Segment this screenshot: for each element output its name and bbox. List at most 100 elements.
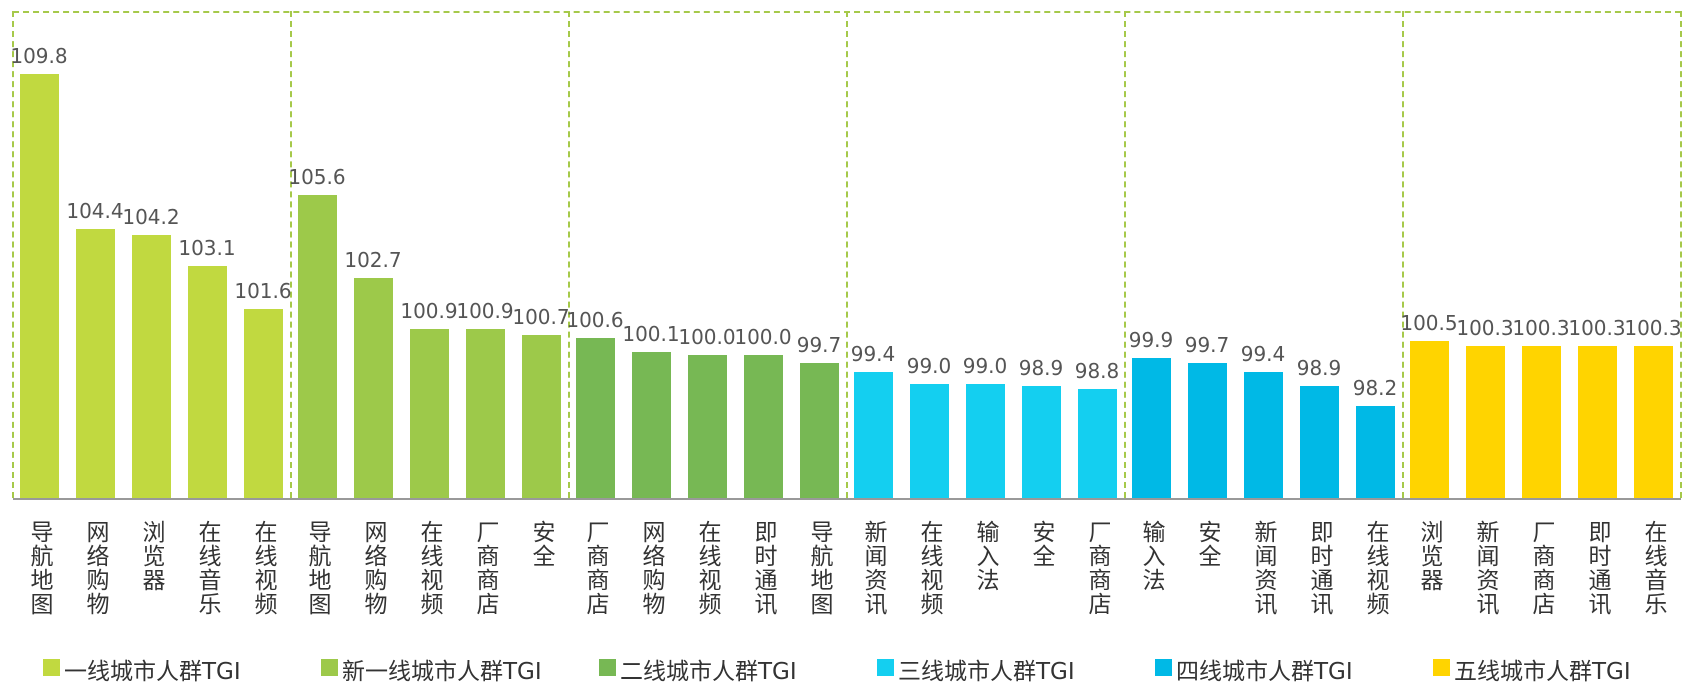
category-label: 新闻资讯 [860, 520, 886, 616]
bar [187, 266, 227, 498]
panel-divider [12, 11, 14, 498]
panel-divider [290, 11, 292, 498]
category-label: 浏览器 [1416, 520, 1442, 592]
legend-label: 二线城市人群TGI [620, 659, 797, 685]
category-label: 安全 [1194, 520, 1220, 568]
category-label: 浏览器 [138, 520, 164, 592]
category-label: 即时通讯 [750, 520, 776, 616]
value-label: 100.0 [678, 324, 736, 349]
panel-divider [1124, 11, 1126, 498]
category-label: 在线视频 [694, 520, 720, 616]
legend-label: 五线城市人群TGI [1454, 659, 1631, 685]
category-label: 在线视频 [916, 520, 942, 616]
category-label: 即时通讯 [1306, 520, 1332, 616]
panel-divider [846, 11, 848, 498]
category-label: 导航地图 [806, 520, 832, 616]
bar [465, 329, 505, 498]
category-label: 网络购物 [638, 520, 664, 616]
value-label: 103.1 [178, 236, 236, 261]
value-label: 99.0 [906, 353, 952, 378]
legend-swatch [1155, 659, 1172, 676]
bar [297, 194, 337, 498]
value-label: 100.0 [734, 324, 792, 349]
value-label: 100.3 [1512, 316, 1570, 341]
value-label: 100.1 [622, 322, 680, 346]
bar [1465, 346, 1505, 498]
value-label: 98.9 [1018, 356, 1064, 381]
category-label: 在线音乐 [1640, 520, 1666, 616]
bar [1355, 406, 1395, 498]
bar [799, 363, 839, 498]
bar [853, 372, 893, 498]
value-label: 109.8 [10, 44, 68, 69]
bar [1243, 372, 1283, 498]
value-label: 100.3 [1624, 316, 1682, 341]
bar [631, 352, 671, 498]
category-label: 在线音乐 [194, 520, 220, 616]
panel-divider [1402, 11, 1404, 498]
bar [353, 277, 393, 498]
panel-divider [568, 11, 570, 498]
value-label: 100.5 [1400, 310, 1458, 335]
legend-swatch [877, 659, 894, 676]
legend-swatch [1433, 659, 1450, 676]
category-label: 厂商商店 [1084, 520, 1110, 616]
value-label: 100.6 [566, 307, 624, 332]
value-label: 99.4 [850, 342, 896, 367]
bar [243, 309, 283, 498]
category-label: 网络购物 [82, 520, 108, 616]
value-label: 104.4 [66, 198, 124, 223]
category-label: 导航地图 [26, 520, 52, 616]
value-label: 99.4 [1240, 342, 1286, 367]
bar [409, 329, 449, 498]
bar [575, 337, 615, 498]
bar [1577, 346, 1617, 498]
value-label: 98.9 [1296, 356, 1342, 381]
value-label: 105.6 [288, 164, 346, 189]
category-label: 安全 [528, 520, 554, 568]
value-label: 99.0 [962, 353, 1008, 378]
value-label: 99.7 [1184, 333, 1230, 358]
value-label: 104.2 [122, 204, 180, 229]
baseline [13, 498, 1681, 500]
category-label: 输入法 [972, 520, 998, 592]
bar [1299, 386, 1339, 498]
legend-label: 新一线城市人群TGI [342, 659, 542, 685]
bar [687, 354, 727, 498]
bar [1077, 389, 1117, 498]
category-label: 即时通讯 [1584, 520, 1610, 616]
value-label: 100.3 [1456, 316, 1514, 341]
category-label: 输入法 [1138, 520, 1164, 592]
value-label: 100.3 [1568, 316, 1626, 341]
value-label: 102.7 [344, 247, 402, 272]
category-label: 厂商商店 [472, 520, 498, 616]
category-label: 在线视频 [250, 520, 276, 616]
panel-divider [1680, 11, 1682, 498]
bar [75, 228, 115, 498]
value-label: 98.2 [1352, 376, 1398, 401]
legend-label: 一线城市人群TGI [64, 659, 241, 685]
value-label: 100.7 [512, 304, 570, 329]
bar [1521, 346, 1561, 498]
bar [965, 383, 1005, 498]
bar [1021, 386, 1061, 498]
legend-swatch [321, 659, 338, 676]
category-label: 厂商商店 [1528, 520, 1554, 616]
category-label: 安全 [1028, 520, 1054, 568]
category-label: 在线视频 [416, 520, 442, 616]
value-label: 101.6 [234, 279, 292, 304]
bar [1633, 346, 1673, 498]
bar [521, 334, 561, 498]
bar [131, 234, 171, 498]
legend-label: 三线城市人群TGI [898, 659, 1075, 685]
legend-swatch [599, 659, 616, 676]
legend-swatch [43, 659, 60, 676]
bar [909, 383, 949, 498]
legend-label: 四线城市人群TGI [1176, 659, 1353, 685]
category-label: 在线视频 [1362, 520, 1388, 616]
category-label: 新闻资讯 [1250, 520, 1276, 616]
bar [1187, 363, 1227, 498]
category-label: 厂商商店 [582, 520, 608, 616]
value-label: 100.9 [400, 299, 458, 324]
